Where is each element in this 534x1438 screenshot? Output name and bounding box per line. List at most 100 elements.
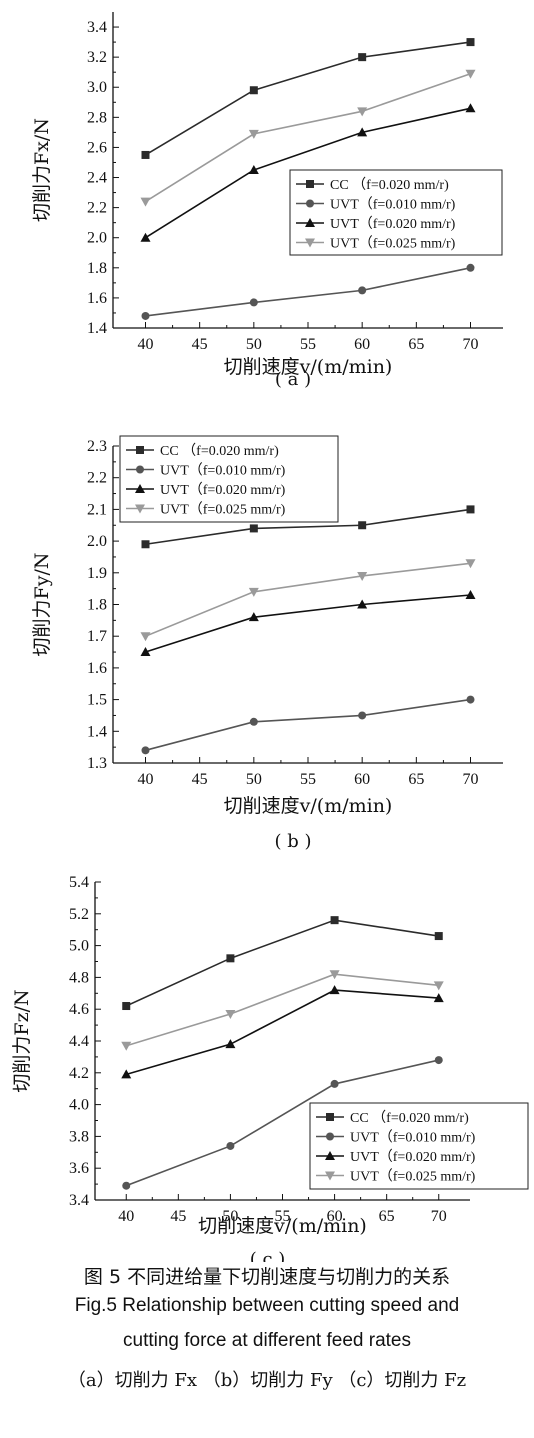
y-tick-label: 4.6	[69, 1001, 89, 1018]
x-tick-label: 55	[275, 1208, 291, 1225]
panel-label: ( b )	[274, 831, 311, 852]
y-tick-label: 2.0	[87, 533, 107, 550]
data-point-3	[121, 1041, 132, 1051]
y-tick-label: 3.4	[87, 19, 107, 36]
series-line-0	[125, 919, 439, 1007]
legend-label-3: UVT（f=0.025 mm/r)	[350, 1169, 476, 1185]
chart-panel-b: 1.3 1.4 1.5 1.6 1.7 1.8 1.9 2.0 2.1 2.2 2.3 40 45 50 5…	[31, 435, 503, 852]
y-tick-label: 2.4	[87, 170, 107, 187]
x-tick-label: 45	[192, 771, 208, 788]
data-point-2	[357, 599, 368, 609]
legend-label-3: UVT（f=0.025 mm/r)	[160, 502, 286, 518]
legend-label-3: UVT（f=0.025 mm/r)	[330, 236, 456, 252]
x-tick-label: 40	[118, 1208, 134, 1225]
y-tick-label: 1.8	[87, 260, 107, 277]
x-tick-label: 60	[354, 771, 370, 788]
data-point-2	[329, 985, 340, 995]
series-line-0	[145, 41, 471, 156]
data-point-2	[357, 127, 368, 137]
y-tick-label: 3.2	[87, 49, 107, 66]
y-tick-label: 4.0	[69, 1097, 89, 1114]
data-point-1	[466, 263, 475, 272]
data-point-0	[466, 38, 475, 47]
x-axis-label: 切削速度v/(m/min)	[198, 1215, 367, 1237]
series-line-3	[145, 562, 471, 637]
x-tick-label: 60	[327, 1208, 343, 1225]
series-line-0	[145, 508, 471, 546]
x-tick-label: 60	[354, 336, 370, 353]
series-line-2	[145, 594, 471, 653]
legend-marker-1	[326, 1132, 334, 1141]
y-tick-label: 1.4	[87, 723, 107, 740]
data-point-1	[434, 1056, 443, 1065]
x-tick-label: 70	[463, 336, 479, 353]
figure-caption-english-line2: cutting force at different feed rates	[123, 1330, 411, 1351]
panel-label: ( a )	[275, 369, 311, 390]
legend-marker-0	[326, 1113, 334, 1121]
x-tick-label: 40	[138, 771, 154, 788]
y-tick-label: 3.6	[69, 1160, 89, 1177]
y-tick-label: 2.0	[87, 230, 107, 247]
data-point-0	[358, 521, 367, 530]
y-tick-label: 1.6	[87, 660, 107, 677]
series-line-3	[145, 72, 471, 203]
data-point-3	[140, 197, 151, 207]
y-tick-label: 2.2	[87, 470, 107, 487]
data-point-1	[249, 717, 258, 726]
legend-label-0: CC （f=0.020 mm/r)	[330, 177, 449, 193]
legend-marker-1	[306, 199, 314, 208]
data-point-3	[140, 632, 151, 642]
data-point-2	[433, 993, 444, 1003]
data-point-0	[249, 86, 258, 95]
y-tick-label: 5.4	[69, 874, 89, 891]
figure-caption-english-line1: Fig.5 Relationship between cutting speed…	[74, 1295, 460, 1316]
chart-panel-c: 3.4 3.6 3.8 4.0 4.2 4.4 4.6 4.8 5.0 5.2 5.4 40 45 50 5…	[11, 874, 529, 1262]
data-point-0	[141, 540, 150, 549]
data-point-1	[358, 711, 367, 720]
y-axis-label: 切削力Fz/N	[11, 989, 33, 1092]
figure-caption-subpanels: （a）切削力 Fx （b）切削力 Fy （c）切削力 Fz	[67, 1370, 467, 1391]
y-axis-label: 切削力Fx/N	[31, 118, 53, 222]
x-tick-label: 55	[300, 336, 316, 353]
chart-panel-a: 1.4 1.6 1.8 2.0 2.2 2.4 2.6 2.8 3.0 3.2 3.4 40 45 50 5…	[31, 12, 503, 390]
legend-label-0: CC （f=0.020 mm/r)	[350, 1110, 469, 1126]
y-tick-label: 5.0	[69, 938, 89, 955]
data-point-1	[226, 1141, 235, 1150]
data-point-0	[141, 150, 150, 159]
y-tick-label: 4.4	[69, 1033, 89, 1050]
y-tick-label: 5.2	[69, 906, 89, 923]
data-point-0	[434, 932, 443, 941]
legend-marker-3	[325, 1171, 335, 1181]
x-axis-label: 切削速度v/(m/min)	[224, 795, 393, 817]
legend-marker-3	[135, 504, 145, 514]
x-tick-label: 45	[192, 336, 208, 353]
data-point-1	[358, 286, 367, 295]
y-tick-label: 1.7	[87, 628, 107, 645]
legend-marker-3	[305, 238, 315, 248]
data-point-3	[225, 1009, 236, 1019]
x-tick-label: 65	[408, 771, 424, 788]
data-point-2	[140, 232, 151, 242]
series-line-1	[125, 1059, 439, 1187]
data-point-3	[329, 970, 340, 980]
legend-label-1: UVT（f=0.010 mm/r)	[350, 1130, 476, 1146]
legend-marker-0	[136, 446, 144, 454]
legend-marker-1	[136, 465, 144, 474]
legend-box	[289, 169, 503, 256]
series-line-3	[126, 973, 439, 1047]
figure-canvas: 1.4 1.6 1.8 2.0 2.2 2.4 2.6 2.8 3.0 3.2 3.4 40 45 50 5…	[11, 12, 529, 1262]
data-point-0	[358, 53, 367, 62]
y-tick-label: 3.4	[69, 1192, 89, 1209]
legend-label-2: UVT（f=0.020 mm/r)	[330, 216, 456, 232]
legend-label-2: UVT（f=0.020 mm/r)	[350, 1149, 476, 1165]
data-point-0	[330, 916, 339, 925]
x-tick-label: 65	[408, 336, 424, 353]
data-point-1	[466, 695, 475, 704]
series-line-1	[145, 267, 471, 317]
legend-marker-2	[135, 484, 145, 493]
data-point-2	[140, 647, 151, 657]
y-axis-label: 切削力Fy/N	[31, 553, 53, 657]
y-tick-label: 2.8	[87, 109, 107, 126]
figure-caption-chinese: 图 5 不同进给量下切削速度与切削力的关系	[83, 1266, 451, 1288]
legend-marker-2	[325, 1151, 335, 1160]
